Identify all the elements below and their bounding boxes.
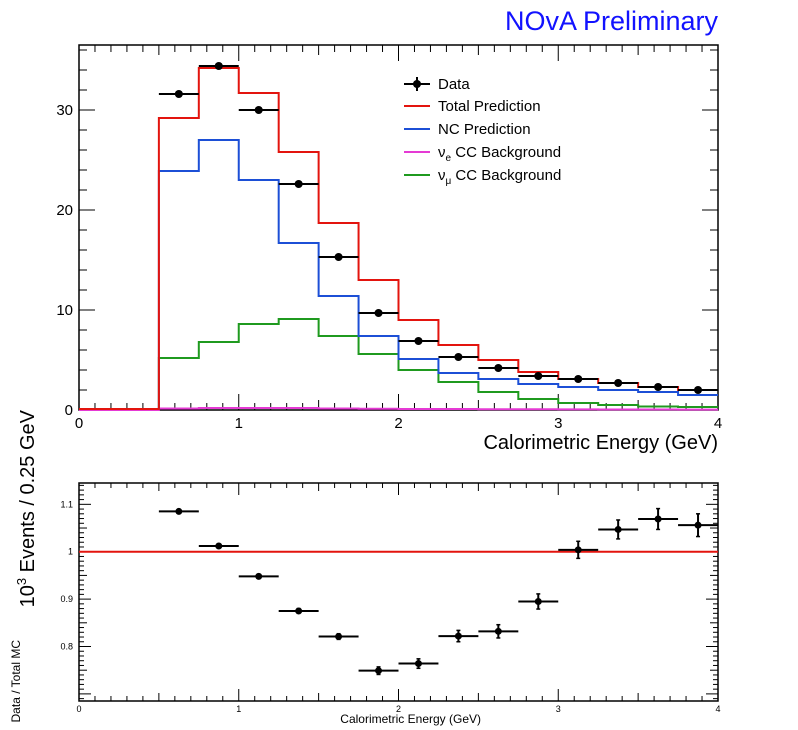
main-data-points <box>158 62 718 394</box>
main-y-axis-label-base: 10 <box>17 585 39 607</box>
legend-label-data: Data <box>438 76 470 93</box>
main-x-tick-label: 2 <box>394 415 402 432</box>
ratio-chart: 0 1 2 3 4 0.8 0.9 1 1.1 Calorimetric Energy (GeV… <box>9 482 721 726</box>
ratio-data-points <box>158 507 718 676</box>
legend-entry-numu: νμ CC Background <box>404 167 561 187</box>
legend-label-numu-sub: μ <box>446 176 452 187</box>
legend-label-nue-rest: CC Background <box>451 144 561 161</box>
data-point <box>638 383 679 391</box>
ratio-x-axis-label: Calorimetric Energy (GeV) <box>340 712 481 726</box>
data-point <box>198 62 239 70</box>
ratio-point <box>278 607 319 615</box>
main-x-tick-label: 4 <box>714 415 722 432</box>
legend-label-numu-main: ν <box>438 167 446 184</box>
ratio-x-tick-label: 4 <box>715 704 720 714</box>
ratio-x-tick-label: 3 <box>556 704 561 714</box>
main-y-axis-label-exp: 3 <box>14 578 29 585</box>
legend-entry-total: Total Prediction <box>404 98 541 115</box>
data-point <box>238 106 279 114</box>
data-point <box>398 337 439 345</box>
ratio-x-tick-label: 0 <box>76 704 81 714</box>
ratio-plot-frame <box>78 482 719 702</box>
main-series-group <box>79 67 718 411</box>
watermark-title: NOvA Preliminary <box>505 6 719 36</box>
main-x-tick-label: 3 <box>554 415 562 432</box>
main-x-axis-label: Calorimetric Energy (GeV) <box>483 432 718 454</box>
legend-label-nue-main: ν <box>438 144 446 161</box>
ratio-x-tick-label: 1 <box>236 704 241 714</box>
data-point <box>358 309 399 317</box>
ratio-y-tick-label: 0.9 <box>60 594 73 604</box>
ratio-point <box>638 507 679 531</box>
data-point <box>678 386 718 394</box>
main-x-tick-label: 0 <box>75 415 83 432</box>
main-y-axis-label-rest: Events / 0.25 GeV <box>17 409 39 578</box>
data-point <box>158 90 199 98</box>
main-axis-ticks: 0 1 2 3 4 0 10 20 30 <box>56 45 722 432</box>
data-point <box>598 379 639 387</box>
data-point <box>518 372 559 380</box>
legend: Data Total Prediction NC Prediction νe C… <box>404 76 561 187</box>
legend-entry-nue: νe CC Background <box>404 144 561 164</box>
legend-marker-data <box>413 80 421 88</box>
ratio-point <box>358 666 399 676</box>
legend-entry-nc: NC Prediction <box>404 121 531 138</box>
legend-label-total: Total Prediction <box>438 98 541 115</box>
main-x-tick-label: 1 <box>235 415 243 432</box>
ratio-point <box>158 507 199 515</box>
legend-label-nc: NC Prediction <box>438 121 531 138</box>
ratio-point <box>398 658 439 670</box>
ratio-y-tick-label: 0.8 <box>60 642 73 652</box>
data-point <box>318 253 359 261</box>
ratio-y-tick-label: 1 <box>68 547 73 557</box>
main-y-tick-label: 0 <box>65 402 73 419</box>
series-line-nc <box>79 139 718 410</box>
data-point <box>478 364 519 372</box>
ratio-y-tick-label: 1.1 <box>60 499 73 509</box>
ratio-point <box>438 629 479 643</box>
main-y-tick-label: 20 <box>56 202 73 219</box>
legend-entry-data: Data <box>404 76 470 93</box>
main-y-tick-label: 10 <box>56 302 73 319</box>
series-line-nue <box>79 407 718 411</box>
main-y-axis-label: 103 Events / 0.25 GeV <box>14 409 39 607</box>
ratio-point <box>238 572 279 580</box>
ratio-point <box>558 540 599 560</box>
legend-label-nue-sub: e <box>446 153 452 164</box>
ratio-point <box>598 519 639 540</box>
data-point <box>278 180 319 188</box>
ratio-point <box>318 632 359 641</box>
main-histogram-chart: 0 1 2 3 4 0 10 20 30 Calorimetric Energy (GeV) 1… <box>14 44 722 607</box>
data-point <box>438 353 479 361</box>
ratio-axis-ticks: 0 1 2 3 4 0.8 0.9 1 1.1 <box>60 483 721 714</box>
ratio-point <box>198 542 239 550</box>
ratio-y-axis-label: Data / Total MC <box>9 640 23 723</box>
series-line-numu <box>79 318 718 410</box>
ratio-point <box>678 513 718 538</box>
main-y-tick-label: 30 <box>56 102 73 119</box>
ratio-point <box>478 623 519 639</box>
legend-label-numu: νμ CC Background <box>438 167 561 187</box>
ratio-point <box>518 593 559 610</box>
legend-label-nue: νe CC Background <box>438 144 561 164</box>
data-point <box>558 375 599 383</box>
ratio-x-tick-label: 2 <box>396 704 401 714</box>
legend-label-numu-rest: CC Background <box>451 167 561 184</box>
